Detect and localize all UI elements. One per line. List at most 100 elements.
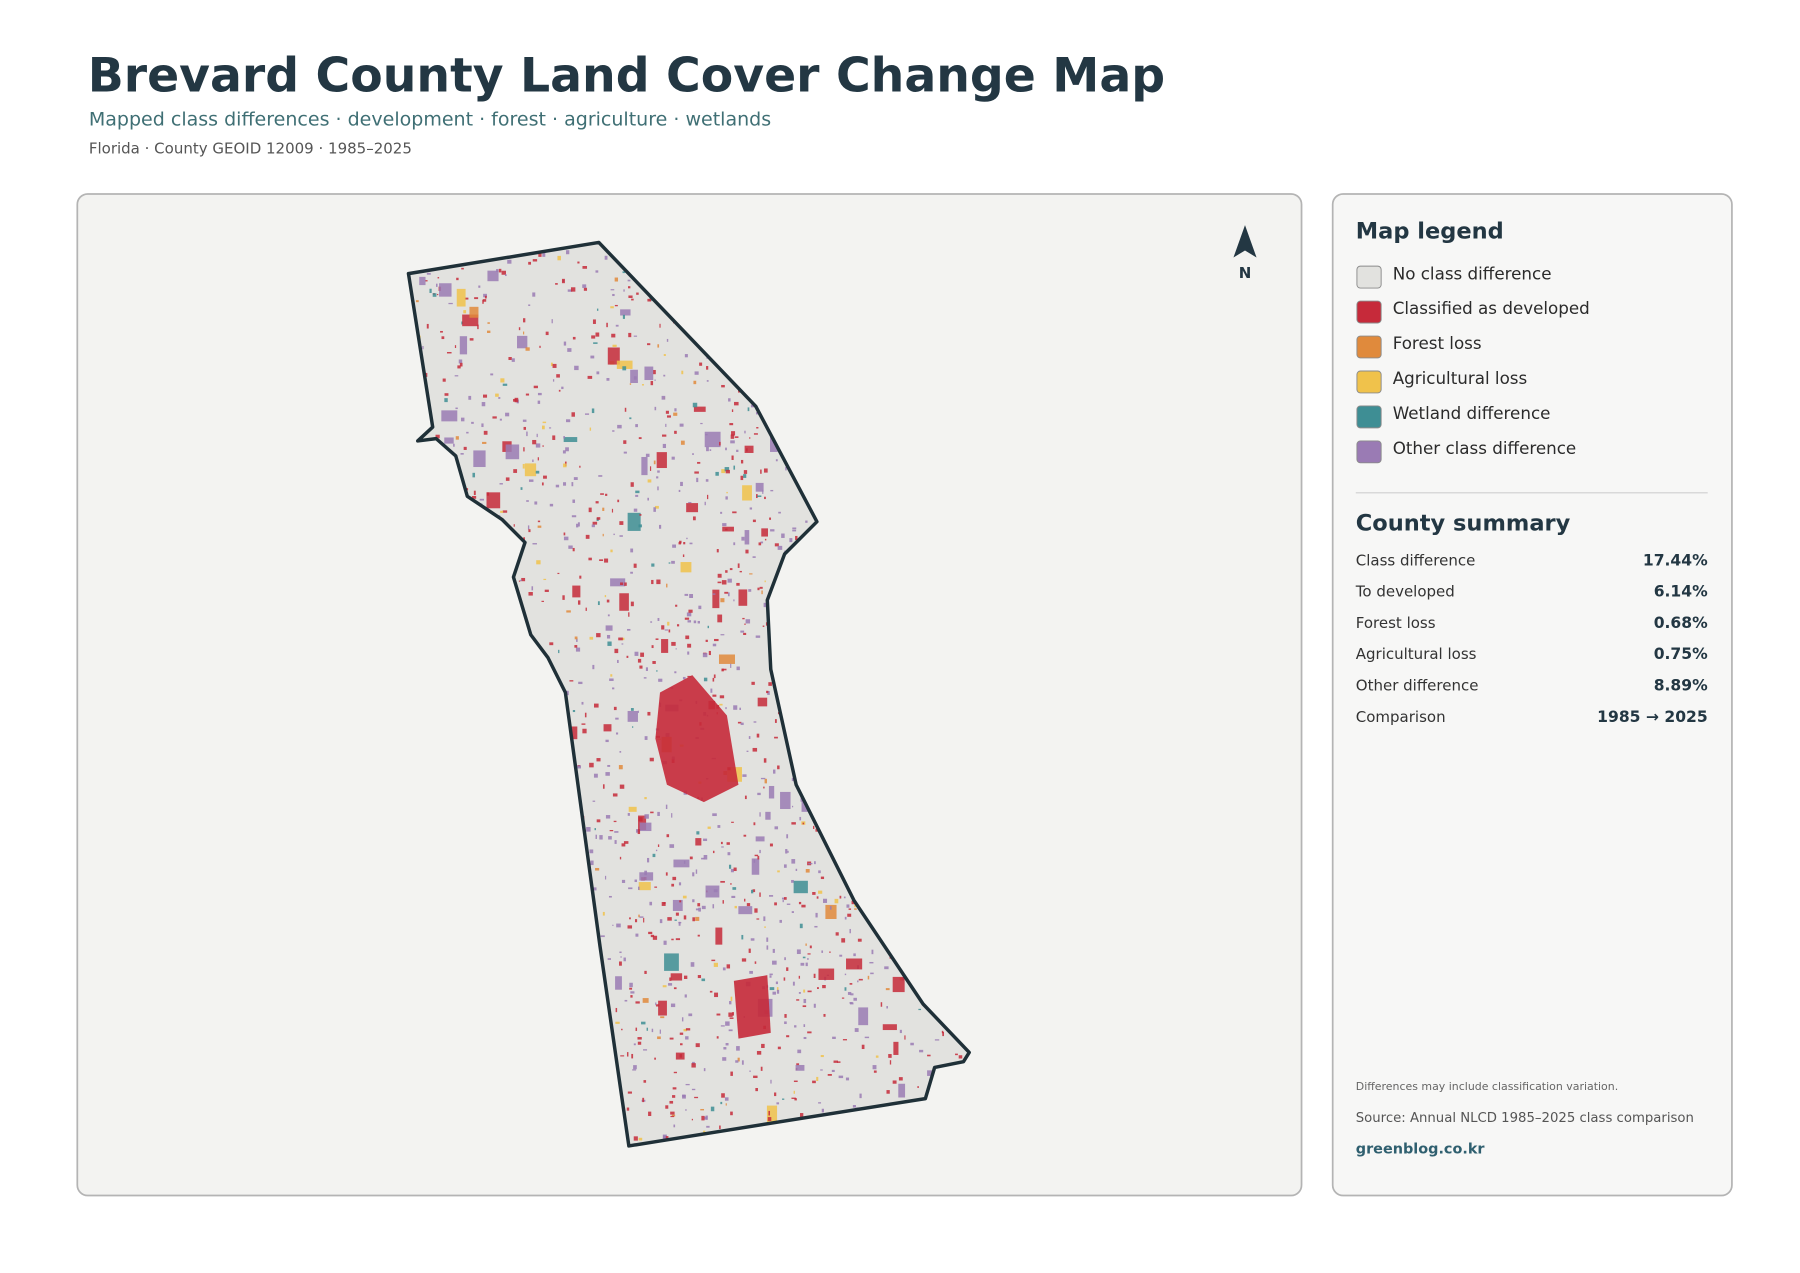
- change-patch: [818, 1102, 822, 1104]
- change-patch: [765, 811, 771, 820]
- change-patch: [769, 517, 772, 520]
- change-patch: [688, 609, 693, 613]
- change-patch: [498, 268, 502, 273]
- change-patch: [613, 820, 617, 823]
- change-patch: [577, 765, 581, 769]
- change-patch: [769, 987, 775, 991]
- change-patch: [691, 1088, 696, 1091]
- change-patch: [822, 985, 826, 989]
- change-patch: [571, 482, 574, 487]
- change-patch: [875, 1055, 879, 1058]
- change-patch: [655, 638, 659, 640]
- change-patch: [422, 346, 424, 350]
- change-patch: [674, 919, 677, 921]
- change-patch: [769, 895, 774, 897]
- change-patch: [783, 864, 787, 868]
- change-patch: [709, 449, 712, 451]
- change-patch: [595, 501, 599, 504]
- change-patch: [658, 678, 663, 682]
- change-patch: [628, 295, 633, 298]
- change-patch: [572, 336, 576, 340]
- change-patch: [766, 690, 769, 694]
- change-patch: [715, 471, 719, 476]
- change-patch: [858, 1007, 869, 1026]
- change-patch: [749, 1070, 751, 1072]
- change-patch: [744, 530, 750, 545]
- change-patch: [600, 935, 605, 938]
- change-patch: [770, 529, 775, 532]
- change-patch: [571, 412, 575, 417]
- change-patch: [757, 587, 760, 591]
- change-patch: [686, 612, 692, 617]
- change-patch: [605, 772, 610, 776]
- change-patch: [706, 366, 709, 370]
- change-patch: [769, 975, 772, 978]
- title: Brevard County Land Cover Change Map: [88, 49, 1165, 104]
- change-patch: [629, 987, 633, 990]
- change-patch: [459, 362, 463, 367]
- change-patch: [793, 880, 808, 894]
- change-patch: [426, 323, 429, 329]
- change-patch: [654, 406, 657, 411]
- change-patch: [777, 870, 780, 873]
- change-patch: [726, 491, 728, 494]
- change-patch: [527, 525, 530, 530]
- change-patch: [700, 1108, 705, 1111]
- change-patch: [720, 598, 725, 603]
- change-patch: [735, 1060, 739, 1063]
- change-patch: [792, 527, 797, 530]
- change-patch: [777, 1046, 781, 1050]
- change-patch: [508, 357, 512, 361]
- change-patch: [724, 467, 730, 472]
- change-patch: [752, 889, 756, 893]
- change-patch: [762, 489, 764, 494]
- change-patch: [692, 899, 695, 903]
- change-patch: [766, 937, 769, 942]
- change-patch: [742, 485, 752, 501]
- change-patch: [471, 421, 474, 424]
- change-patch: [672, 1087, 677, 1090]
- change-patch: [528, 261, 532, 265]
- change-patch: [852, 1105, 856, 1108]
- change-patch: [854, 904, 856, 908]
- change-patch: [456, 277, 459, 281]
- change-patch: [767, 690, 770, 695]
- change-patch: [737, 563, 740, 568]
- legend-swatch: [1356, 265, 1382, 289]
- change-patch: [671, 560, 675, 564]
- change-patch: [731, 409, 734, 412]
- change-patch: [624, 407, 627, 412]
- change-patch: [770, 489, 774, 492]
- change-patch: [754, 961, 757, 964]
- change-patch: [809, 945, 812, 949]
- summary-value: 0.75%: [1654, 645, 1708, 663]
- change-patch: [609, 678, 614, 681]
- change-patch: [712, 643, 717, 647]
- change-patch: [697, 903, 701, 907]
- change-patch: [740, 630, 745, 633]
- change-patch: [458, 359, 463, 364]
- change-patch: [805, 943, 807, 946]
- change-patch: [657, 486, 659, 491]
- change-patch: [544, 589, 549, 592]
- change-patch: [799, 816, 802, 821]
- change-patch: [602, 784, 605, 789]
- change-patch: [621, 843, 626, 847]
- change-patch: [644, 366, 654, 381]
- change-patch: [584, 413, 590, 415]
- change-patch: [499, 418, 502, 421]
- change-patch: [471, 495, 477, 499]
- change-patch: [569, 680, 574, 682]
- change-patch: [818, 890, 823, 894]
- change-patch: [682, 676, 686, 680]
- change-patch: [705, 1115, 708, 1120]
- legend-items: No class difference Classified as develop…: [1356, 263, 1590, 464]
- change-patch: [626, 1052, 629, 1057]
- change-patch: [526, 500, 529, 502]
- change-patch: [726, 842, 730, 845]
- change-patch: [750, 404, 756, 408]
- change-patch: [747, 407, 750, 412]
- change-patch: [562, 595, 565, 600]
- change-patch: [740, 722, 744, 726]
- change-patch: [528, 304, 531, 306]
